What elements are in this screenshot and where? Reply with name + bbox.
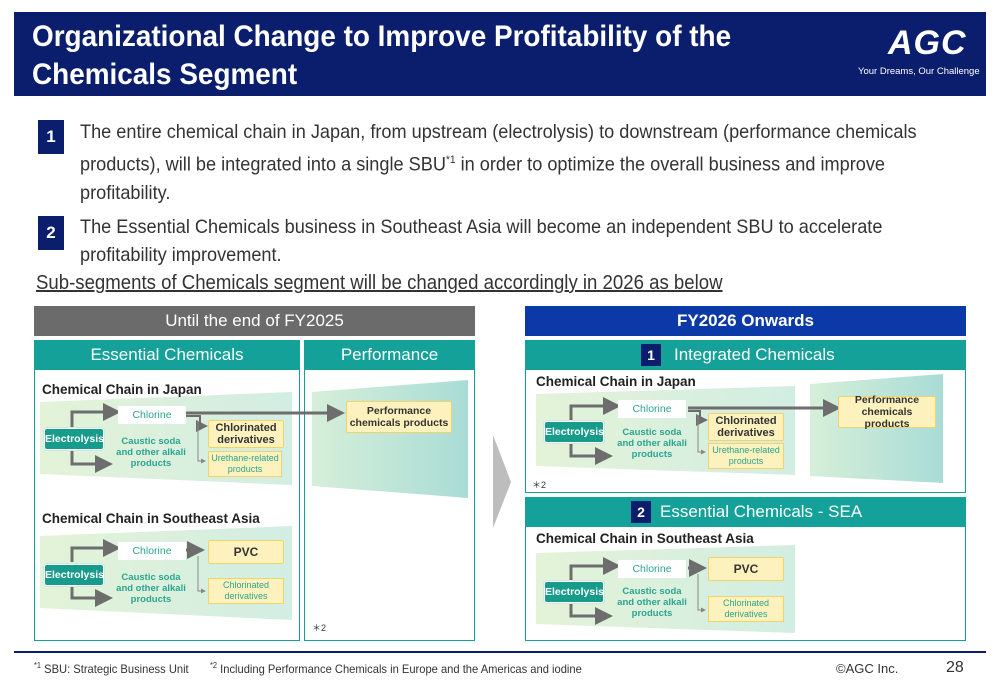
chlorinated-node-jp-left: Chlorinated derivatives: [208, 420, 284, 448]
chlorine-node-sea-right: Chlorine: [618, 560, 686, 578]
period-left-header: Until the end of FY2025: [34, 306, 475, 336]
chlorine-node-jp-right: Chlorine: [618, 400, 686, 418]
transition-chevron: [493, 435, 511, 528]
chlorinated-derivatives-node-sea-left: Chlorinated derivatives: [208, 578, 284, 604]
caustic-node-sea-left: Caustic soda and other alkali products: [116, 572, 186, 605]
essential-sea-label: Essential Chemicals - SEA: [660, 502, 863, 521]
note-2-marker-left: ＊2: [312, 623, 327, 633]
footnote-2-mark: *2: [210, 661, 218, 670]
footnote-ref-1: *1: [445, 154, 456, 166]
urethane-node-jp-left: Urethane-related products: [208, 451, 282, 477]
period-right-header: FY2026 Onwards: [525, 306, 966, 336]
sea-number: 2: [631, 501, 651, 523]
japan-chain-title-right: Chemical Chain in Japan: [536, 374, 696, 389]
copyright: ©AGC Inc.: [836, 661, 899, 676]
slogan: Your Dreams, Our Challenge: [858, 66, 980, 77]
point-1-text-b: in order to optimize the overall busines…: [80, 153, 886, 204]
caustic-node-jp-right: Caustic soda and other alkali products: [617, 427, 687, 460]
performance-products-node-left: Performance chemicals products: [346, 401, 452, 433]
pvc-node-sea-left: PVC: [208, 540, 284, 564]
footnote-1-mark: *1: [34, 661, 42, 670]
note-2-marker-right: ＊2: [532, 480, 547, 490]
integrated-chemicals-bar: [525, 340, 966, 370]
header-bar: [14, 12, 986, 96]
japan-chain-title-left: Chemical Chain in Japan: [42, 382, 202, 397]
sea-chain-title-right: Chemical Chain in Southeast Asia: [536, 531, 754, 546]
essential-sea-bar: [525, 497, 966, 527]
title-line-1: Organizational Change to Improve Profita…: [32, 20, 732, 53]
chlorine-node-jp-left: Chlorine: [118, 406, 186, 424]
integrated-chemicals-label: Integrated Chemicals: [674, 345, 835, 364]
agc-logo: AGC: [888, 24, 967, 62]
urethane-node-jp-right: Urethane-related products: [708, 443, 784, 469]
footer-divider: [14, 651, 986, 653]
page-title: Organizational Change to Improve Profita…: [32, 18, 739, 94]
footnote-2-text: Including Performance Chemicals in Europ…: [220, 662, 582, 676]
point-1-text-a: The entire chemical chain in Japan, from…: [80, 121, 917, 176]
title-line-2: Chemicals Segment: [32, 58, 298, 91]
subheading: Sub-segments of Chemicals segment will b…: [36, 272, 723, 294]
page-number: 28: [946, 659, 964, 676]
electrolysis-node-sea-left: Electrolysis: [44, 564, 104, 586]
essential-chemicals-label: Essential Chemicals: [34, 340, 300, 370]
electrolysis-node-sea-right: Electrolysis: [544, 581, 604, 603]
footnote-1-text: SBU: Strategic Business Unit: [44, 662, 189, 676]
sea-chain-title-left: Chemical Chain in Southeast Asia: [42, 511, 260, 526]
point-1-number: 1: [38, 120, 64, 154]
chlorine-node-sea-left: Chlorine: [118, 542, 186, 560]
caustic-node-jp-left: Caustic soda and other alkali products: [116, 436, 186, 469]
chlorinated-derivatives-node-sea-right: Chlorinated derivatives: [708, 596, 784, 622]
footnote-1: *1 SBU: Strategic Business Unit: [34, 661, 189, 676]
point-2-text: The Essential Chemicals business in Sout…: [80, 216, 883, 266]
electrolysis-node-jp-left: Electrolysis: [44, 428, 104, 450]
integrated-number: 1: [641, 344, 661, 366]
chlorinated-node-jp-right: Chlorinated derivatives: [708, 413, 784, 441]
pvc-node-sea-right: PVC: [708, 557, 784, 581]
performance-chemicals-label: Performance Chemicals: [304, 340, 475, 394]
footnote-2: *2 Including Performance Chemicals in Eu…: [210, 661, 582, 676]
point-2-number: 2: [38, 216, 64, 250]
performance-products-node-right: Performance chemicals products: [838, 394, 936, 430]
electrolysis-node-jp-right: Electrolysis: [544, 421, 604, 443]
caustic-node-sea-right: Caustic soda and other alkali products: [617, 586, 687, 619]
point-1-text: The entire chemical chain in Japan, from…: [80, 118, 964, 207]
